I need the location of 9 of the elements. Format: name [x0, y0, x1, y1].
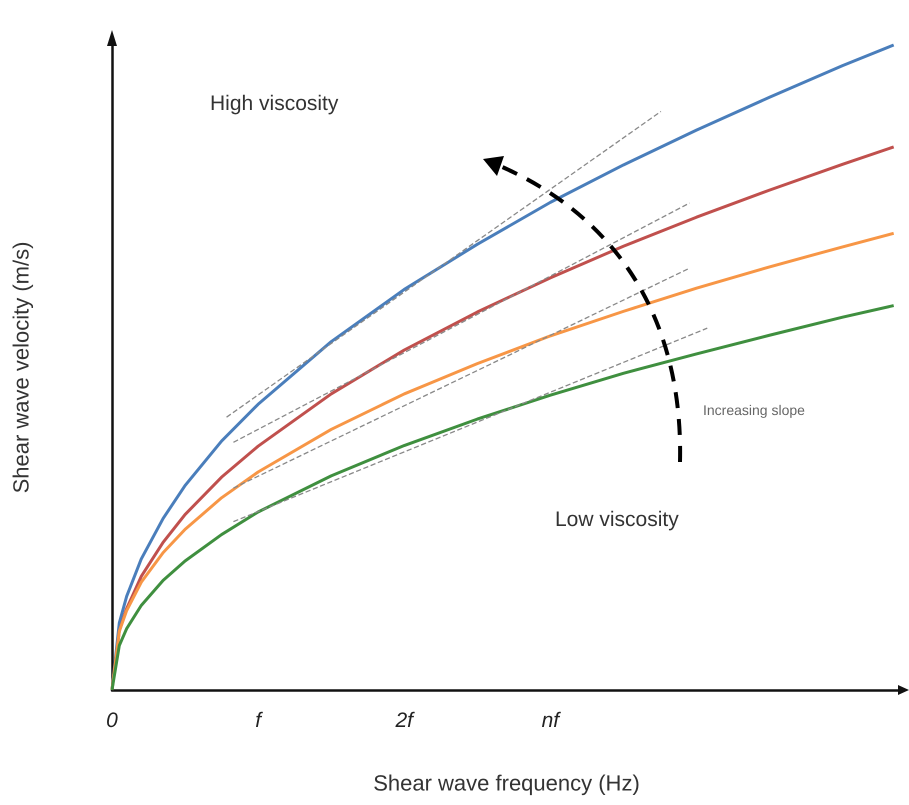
x-tick-label: f: [255, 709, 264, 732]
annotation: High viscosity: [210, 92, 338, 116]
x-axis-title: Shear wave frequency (Hz): [373, 770, 640, 796]
x-tick-label: 2f: [394, 709, 416, 732]
x-tick-label: nf: [542, 709, 562, 732]
x-tick-label: 0: [106, 709, 118, 732]
annotation: Low viscosity: [555, 508, 679, 532]
y-axis-title: Shear wave velocity (m/s): [8, 242, 34, 494]
annotation: Increasing slope: [703, 402, 805, 418]
